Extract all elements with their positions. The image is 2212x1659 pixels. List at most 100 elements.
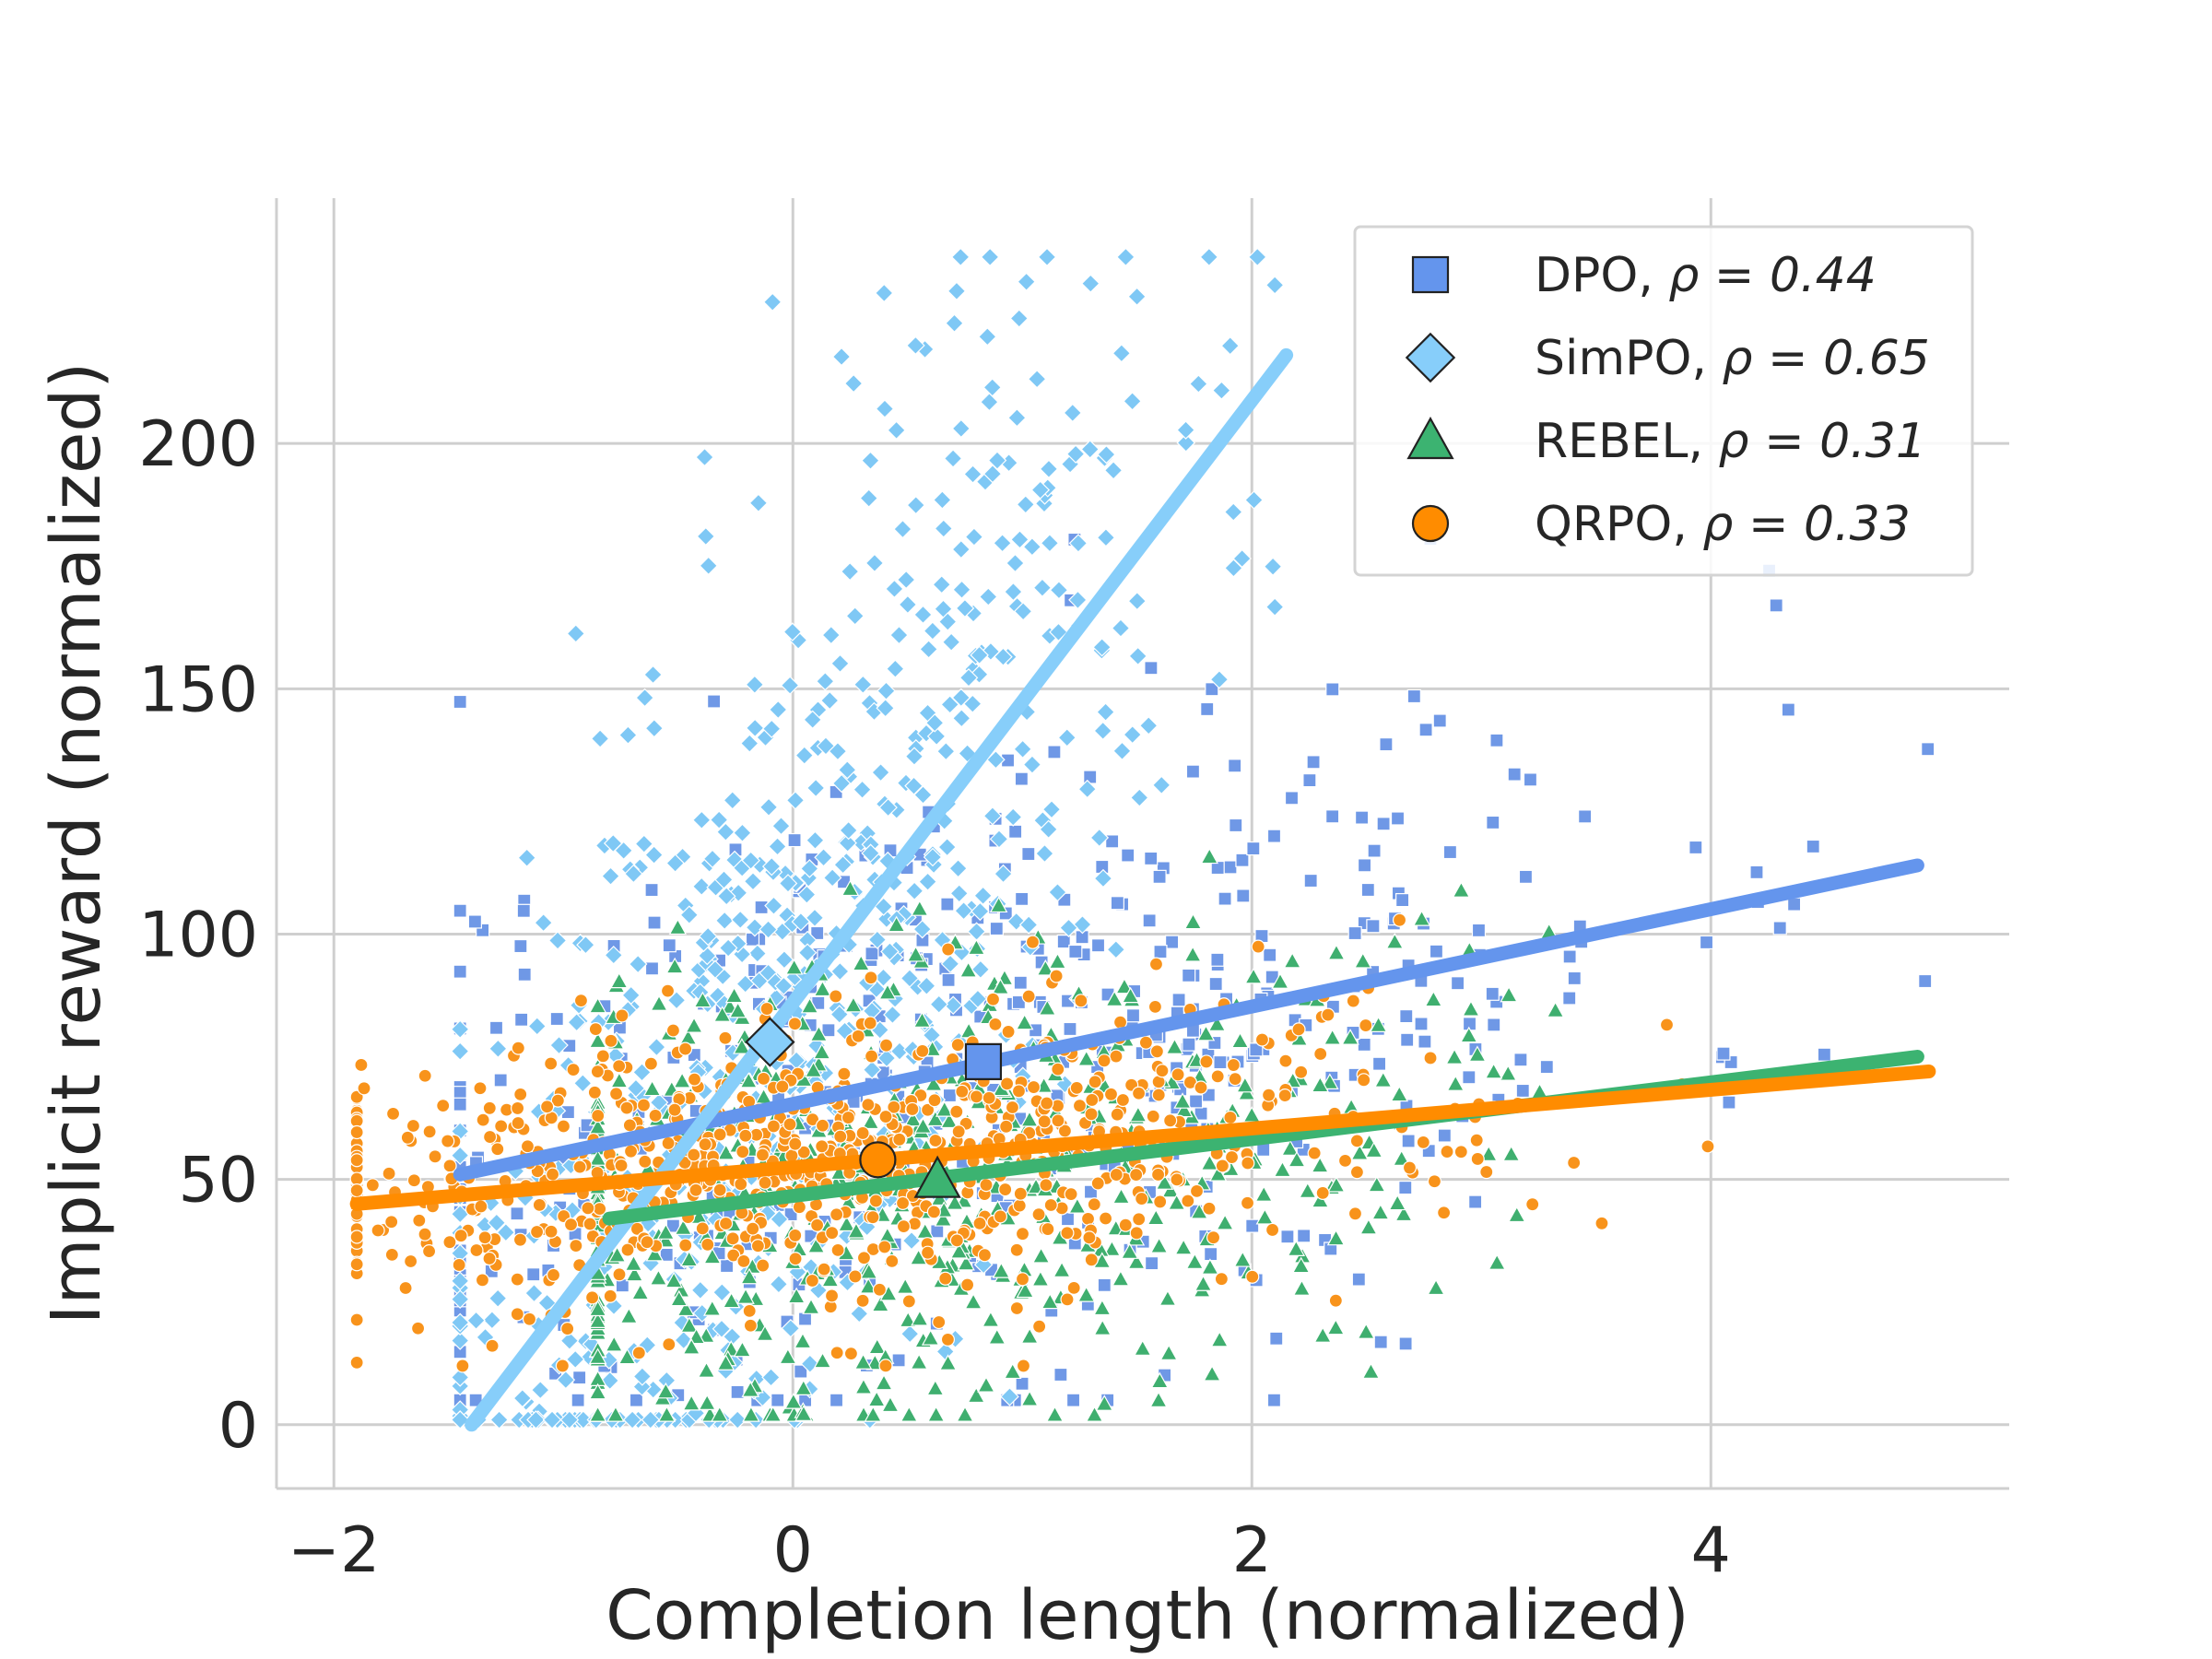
dpo-point	[1269, 1331, 1284, 1346]
rebel-point	[1236, 1076, 1254, 1093]
simpo-point	[1027, 369, 1047, 389]
rebel-point	[1546, 1001, 1565, 1018]
qrpo-point	[851, 1029, 865, 1043]
rebel-point	[1311, 1076, 1330, 1093]
simpo-point	[1106, 939, 1126, 959]
dpo-point	[1014, 771, 1029, 786]
rebel-point	[1155, 1173, 1174, 1190]
qrpo-point	[612, 1059, 627, 1074]
dpo-point	[1578, 809, 1593, 824]
dpo-point	[1371, 1056, 1387, 1071]
rebel-point	[1353, 951, 1372, 969]
simpo-point	[637, 1335, 657, 1355]
dpo-point	[1354, 810, 1370, 825]
qrpo-point	[1080, 1211, 1096, 1226]
rebel-point	[1385, 932, 1405, 949]
simpo-point	[859, 488, 879, 508]
simpo-point	[885, 579, 904, 599]
simpo-point	[768, 837, 787, 856]
simpo-point	[967, 922, 986, 942]
simpo-point	[716, 822, 735, 841]
qrpo-point	[1103, 1087, 1119, 1101]
qrpo-point	[1199, 1054, 1214, 1069]
dpo-point	[659, 1247, 674, 1262]
simpo-point	[950, 247, 971, 267]
simpo-point	[912, 919, 933, 939]
dpo-point	[1266, 829, 1282, 843]
rebel-point	[716, 1354, 735, 1371]
simpo-point	[949, 884, 970, 903]
dpo-point	[1442, 844, 1457, 860]
qrpo-point	[615, 1008, 629, 1023]
qrpo-point	[1097, 1053, 1112, 1068]
qrpo-point	[550, 1093, 565, 1108]
simpo-point	[1063, 403, 1083, 423]
simpo-point	[933, 490, 952, 510]
simpo-point	[947, 281, 967, 301]
simpo-point	[524, 1283, 544, 1303]
simpo-point	[712, 1282, 732, 1302]
legend-label-simpo: SimPO, ρ = 0.65	[1535, 331, 1930, 386]
simpo-point	[835, 1021, 854, 1041]
rebel-point	[779, 1347, 797, 1365]
qrpo-point	[1084, 1253, 1099, 1267]
dpo-point	[1306, 755, 1321, 770]
qrpo-point	[743, 1318, 758, 1333]
rebel-point	[1208, 1165, 1228, 1182]
simpo-point	[887, 420, 906, 441]
rebel-point	[813, 1351, 832, 1369]
rebel-point	[1499, 1065, 1518, 1081]
simpo-point	[559, 1410, 580, 1430]
dpo-point	[1145, 1256, 1159, 1271]
qrpo-point	[878, 1038, 894, 1053]
rebel-point	[703, 1300, 722, 1316]
rebel-point	[650, 994, 668, 1011]
qrpo-point	[1011, 1084, 1027, 1099]
rebel-point	[703, 1247, 722, 1265]
simpo-point	[1097, 444, 1116, 465]
simpo-point	[1049, 580, 1069, 600]
dpo-point	[797, 1312, 813, 1326]
simpo-point	[690, 1280, 711, 1300]
qrpo-point	[566, 1063, 581, 1077]
rebel-point	[878, 1226, 897, 1243]
simpo-point	[780, 676, 800, 695]
dpo-point	[510, 1206, 524, 1221]
dpo-point	[1688, 840, 1703, 855]
rebel-point	[1048, 952, 1067, 970]
simpo-point	[929, 994, 949, 1014]
rebel-point	[1244, 967, 1263, 984]
simpo-point	[618, 725, 638, 745]
simpo-point	[904, 881, 924, 901]
qrpo-point	[452, 1257, 466, 1273]
qrpo-point	[756, 1071, 771, 1086]
rebel-point	[991, 978, 1010, 994]
rebel-point	[588, 1117, 607, 1135]
rebel-point	[1159, 1344, 1178, 1360]
dpo-point	[891, 1353, 906, 1368]
dpo-point	[1749, 865, 1764, 879]
dpo-point	[719, 1258, 735, 1274]
qrpo-point	[406, 1118, 421, 1134]
simpo-point	[1006, 912, 1027, 932]
legend-label-dpo: DPO, ρ = 0.44	[1535, 248, 1877, 303]
simpo-point	[759, 797, 779, 818]
simpo-point	[924, 713, 945, 733]
simpo-point	[634, 834, 654, 853]
qrpo-point	[662, 1337, 677, 1352]
simpo-point	[728, 934, 747, 954]
simpo-point	[871, 762, 890, 782]
rebel-point	[967, 1386, 985, 1404]
simpo-point	[674, 1330, 694, 1350]
dpo-point	[549, 1011, 564, 1027]
simpo-point	[692, 810, 712, 830]
rebel-point	[1357, 1323, 1375, 1339]
dpo-point	[1015, 891, 1030, 906]
simpo-point	[774, 976, 794, 996]
qrpo-point	[1346, 994, 1360, 1008]
qrpo-point	[442, 1159, 457, 1173]
simpo-point	[1244, 490, 1264, 510]
rebel-point	[1093, 1319, 1112, 1335]
simpo-point	[666, 990, 687, 1010]
